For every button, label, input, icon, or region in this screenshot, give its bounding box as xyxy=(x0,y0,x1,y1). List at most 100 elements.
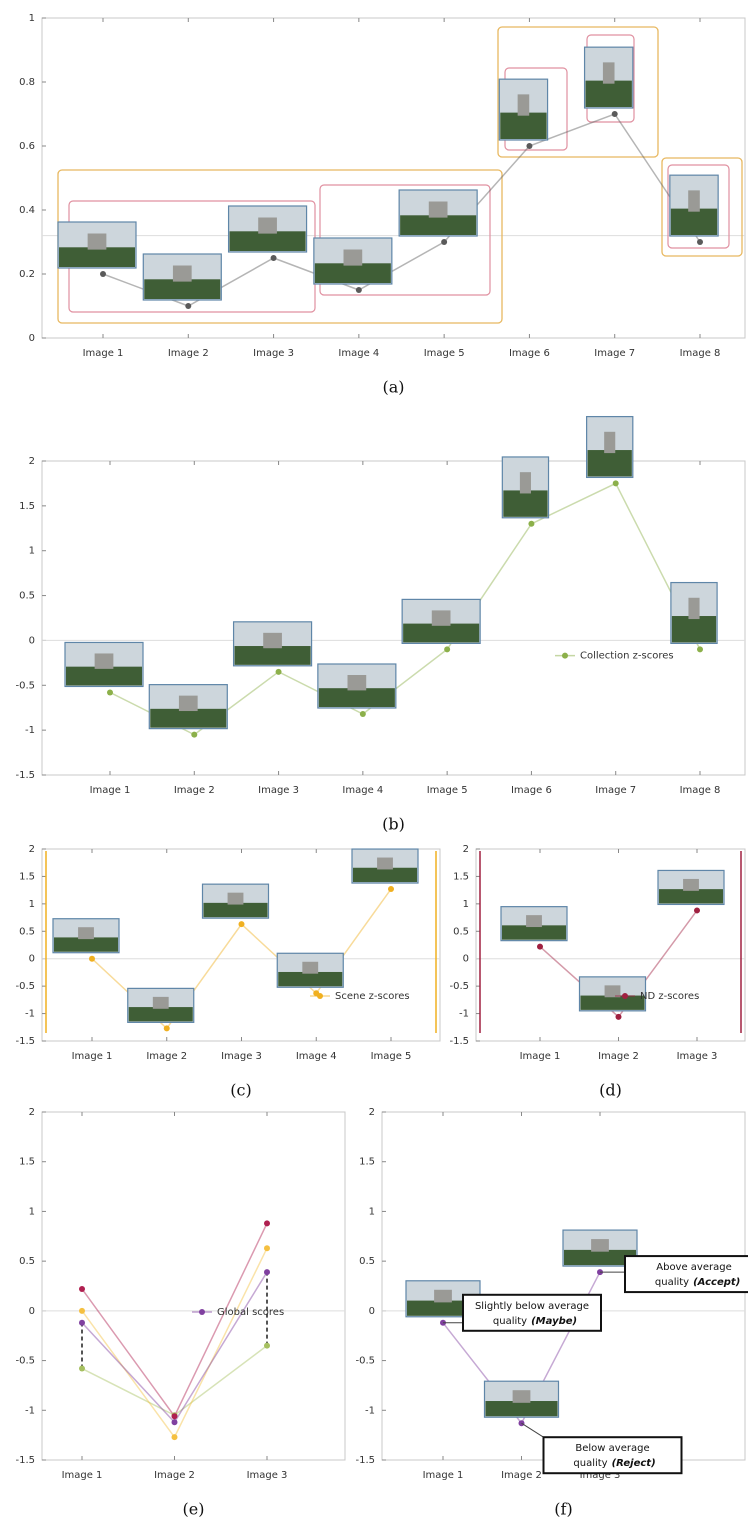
x-tick-label: Image 2 xyxy=(154,1470,195,1481)
annotation-text: Slightly below average xyxy=(475,1301,589,1312)
thumbnail-ground xyxy=(54,937,118,952)
x-tick-label: Image 3 xyxy=(253,348,294,359)
y-tick-label: -0.5 xyxy=(15,680,35,691)
thumbnail-ground xyxy=(585,80,632,107)
data-point xyxy=(275,668,282,675)
thumbnail-building xyxy=(519,472,531,494)
x-tick-label: Image 8 xyxy=(680,785,721,796)
data-point xyxy=(185,303,192,309)
thumbnail xyxy=(227,205,308,253)
y-tick-label: -1.5 xyxy=(15,770,35,781)
y-tick-label: 1 xyxy=(29,546,35,557)
thumbnail-ground xyxy=(400,215,477,235)
data-point xyxy=(697,239,703,245)
series-line xyxy=(81,1271,268,1424)
y-tick-label: 1.5 xyxy=(19,501,35,512)
thumbnail xyxy=(201,883,270,919)
plot-frame xyxy=(475,848,746,1042)
y-tick-label: -1 xyxy=(25,1405,35,1416)
annotation-text: quality xyxy=(493,1316,527,1327)
thumbnail-ground xyxy=(659,889,723,904)
thumbnail-ground xyxy=(353,867,417,883)
x-tick-label: Image 5 xyxy=(371,1051,412,1062)
y-tick-label: 0.2 xyxy=(19,269,35,280)
thumbnail-building xyxy=(604,985,621,998)
thumbnail-building xyxy=(377,857,393,870)
y-tick-label: 1.5 xyxy=(359,1157,375,1168)
plot-frame xyxy=(41,1111,346,1461)
y-tick-label: -0.5 xyxy=(355,1356,375,1367)
thumbnail-ground xyxy=(150,708,227,728)
y-tick-label: 2 xyxy=(369,1107,375,1118)
thumbnail-building xyxy=(591,1239,609,1252)
y-tick-label: -1.5 xyxy=(15,1036,35,1047)
x-tick-label: Image 7 xyxy=(594,348,635,359)
caption: (f) xyxy=(554,1500,572,1519)
data-point xyxy=(355,287,362,293)
caption: (a) xyxy=(382,378,404,397)
thumbnail xyxy=(401,598,481,645)
series-line xyxy=(81,1345,268,1417)
data-point xyxy=(79,1307,85,1314)
x-tick-label: Image 2 xyxy=(168,348,209,359)
thumbnail-building xyxy=(688,190,700,212)
data-point xyxy=(100,271,106,277)
annotation-text: Above average xyxy=(656,1262,732,1273)
x-tick-label: Image 1 xyxy=(423,1470,464,1481)
data-point xyxy=(388,886,394,893)
y-tick-label: -1.5 xyxy=(15,1455,35,1466)
y-tick-label: -1 xyxy=(25,725,35,736)
thumbnail-building xyxy=(152,996,169,1009)
legend-label: Scene z-scores xyxy=(335,991,410,1002)
thumbnail-ground xyxy=(500,112,547,139)
annotation-verdict: (Reject) xyxy=(612,1458,656,1469)
annotation-text: quality xyxy=(655,1277,689,1288)
data-point xyxy=(615,1013,622,1020)
x-tick-label: Image 8 xyxy=(680,348,721,359)
thumbnail-ground xyxy=(59,247,135,267)
data-point xyxy=(528,520,535,527)
thumbnail xyxy=(500,906,568,942)
data-point xyxy=(107,689,113,696)
y-tick-label: 0.5 xyxy=(19,926,35,937)
thumbnail xyxy=(483,1380,560,1418)
thumbnail-ground xyxy=(407,1300,479,1316)
y-tick-label: 2 xyxy=(29,844,35,855)
thumbnail-ground xyxy=(234,646,311,665)
annotation-box xyxy=(462,1293,602,1332)
thumbnail-ground xyxy=(66,666,142,686)
thumbnail-building xyxy=(172,265,192,282)
thumbnail xyxy=(127,987,195,1023)
x-tick-label: Image 7 xyxy=(595,785,636,796)
thumbnail-ground xyxy=(403,623,480,643)
thumbnail-building xyxy=(428,201,448,218)
thumbnail-building xyxy=(683,878,699,891)
thumbnail xyxy=(583,46,634,109)
y-tick-label: 0.6 xyxy=(19,141,35,152)
thumbnail-ground xyxy=(502,925,566,940)
thumbnail xyxy=(498,78,549,141)
data-point xyxy=(694,907,700,914)
y-tick-label: 1.5 xyxy=(19,1157,35,1168)
x-tick-label: Image 3 xyxy=(247,1470,288,1481)
data-point xyxy=(191,731,198,738)
thumbnail xyxy=(276,952,344,988)
y-tick-label: 0 xyxy=(463,954,469,965)
data-point xyxy=(79,1285,85,1292)
y-tick-label: 0.5 xyxy=(453,926,469,937)
thumbnail-ground xyxy=(318,688,395,707)
y-tick-label: 0 xyxy=(369,1306,375,1317)
data-point xyxy=(171,1419,178,1426)
thumbnail-building xyxy=(347,674,367,691)
y-tick-label: 0 xyxy=(29,954,35,965)
thumbnail xyxy=(398,189,478,237)
x-tick-label: Image 1 xyxy=(83,348,124,359)
y-tick-label: 2 xyxy=(463,844,469,855)
thumbnail xyxy=(578,976,647,1012)
data-point xyxy=(537,943,543,950)
thumbnail-ground xyxy=(128,1007,193,1022)
annotation-verdict: (Accept) xyxy=(693,1277,740,1288)
thumbnail xyxy=(669,174,719,237)
plot-frame xyxy=(41,460,746,776)
